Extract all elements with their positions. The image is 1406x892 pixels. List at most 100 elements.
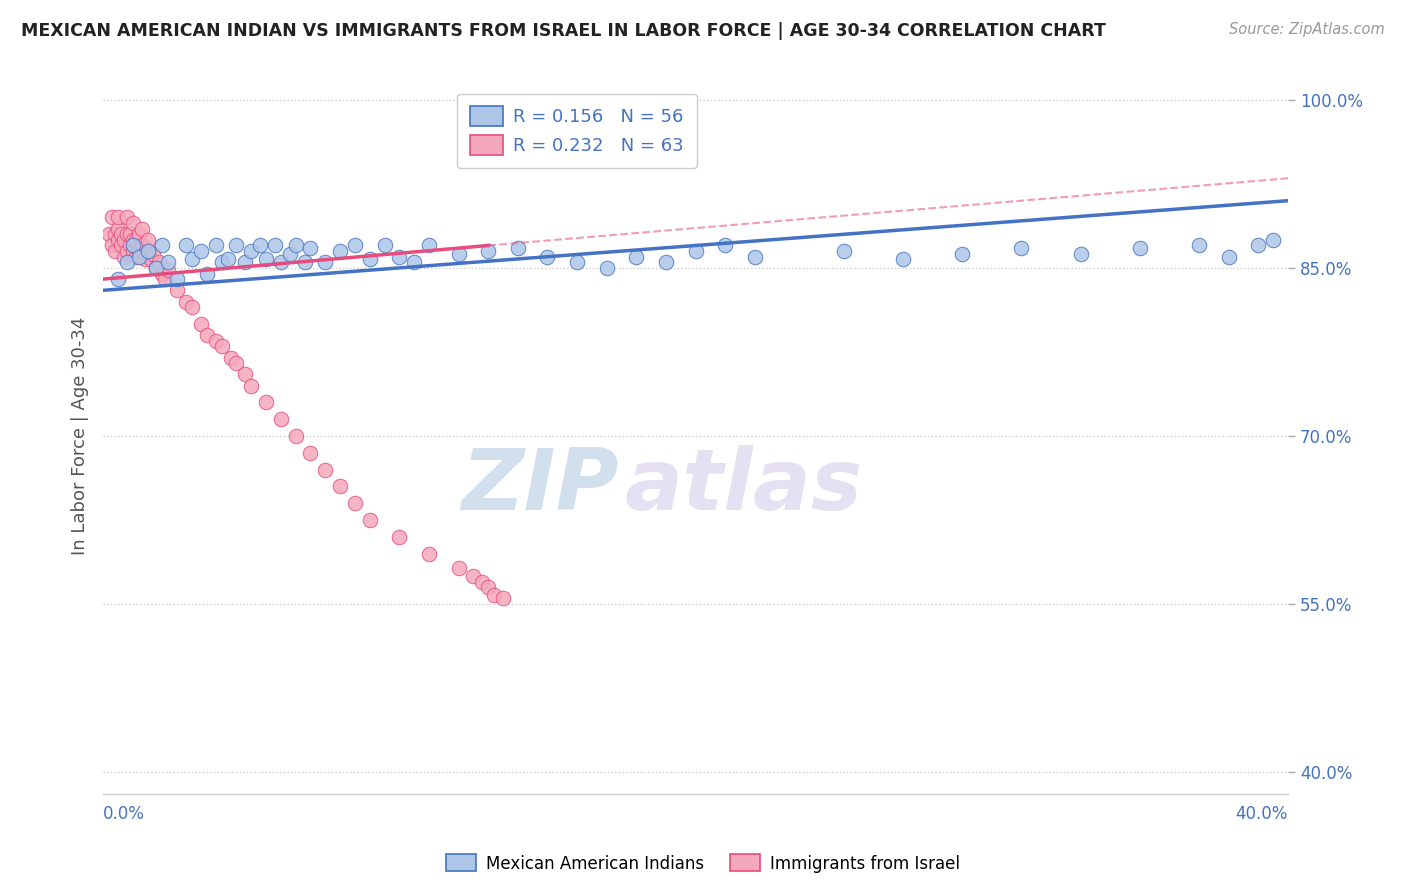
Point <box>115 211 138 225</box>
Point <box>270 412 292 426</box>
Point <box>418 238 440 252</box>
Point <box>181 300 204 314</box>
Point <box>134 252 156 266</box>
Point <box>118 227 141 242</box>
Text: atlas: atlas <box>624 444 863 528</box>
Point <box>744 250 766 264</box>
Point <box>145 260 167 275</box>
Point <box>388 530 411 544</box>
Point <box>190 244 212 259</box>
Point <box>181 252 204 266</box>
Point <box>1188 238 1211 252</box>
Point <box>121 244 143 259</box>
Text: ZIP: ZIP <box>461 444 619 528</box>
Point <box>166 272 188 286</box>
Point <box>294 255 316 269</box>
Point <box>148 255 170 269</box>
Y-axis label: In Labor Force | Age 30-34: In Labor Force | Age 30-34 <box>72 317 89 555</box>
Point <box>190 317 212 331</box>
Point <box>388 250 411 264</box>
Point <box>107 211 129 225</box>
Point <box>115 227 138 242</box>
Point <box>240 244 263 259</box>
Point <box>131 221 153 235</box>
Point <box>655 255 678 269</box>
Point <box>211 255 233 269</box>
Point <box>150 238 173 252</box>
Point <box>150 267 173 281</box>
Point <box>447 247 470 261</box>
Legend: Mexican American Indians, Immigrants from Israel: Mexican American Indians, Immigrants fro… <box>440 847 966 880</box>
Point <box>278 247 301 261</box>
Point <box>950 247 973 261</box>
Point <box>104 227 127 242</box>
Point <box>314 462 336 476</box>
Point <box>166 283 188 297</box>
Point <box>249 238 271 252</box>
Text: 40.0%: 40.0% <box>1236 805 1288 823</box>
Point <box>145 260 167 275</box>
Point <box>142 247 165 261</box>
Point <box>195 328 218 343</box>
Point <box>107 221 129 235</box>
Point <box>107 272 129 286</box>
Point <box>118 238 141 252</box>
Point <box>110 227 132 242</box>
Point <box>110 238 132 252</box>
Point <box>482 588 505 602</box>
Point <box>270 255 292 269</box>
Point <box>404 255 426 269</box>
Point <box>596 260 619 275</box>
Point <box>329 244 352 259</box>
Point <box>264 238 287 252</box>
Point <box>125 233 148 247</box>
Point <box>314 255 336 269</box>
Point <box>101 238 124 252</box>
Point <box>115 244 138 259</box>
Point <box>463 569 485 583</box>
Point <box>1218 250 1240 264</box>
Point <box>204 334 226 348</box>
Point <box>225 356 247 370</box>
Point <box>359 252 381 266</box>
Point <box>195 267 218 281</box>
Point <box>211 339 233 353</box>
Point <box>112 250 135 264</box>
Point <box>299 446 322 460</box>
Point <box>136 244 159 259</box>
Point <box>98 227 121 242</box>
Point <box>155 272 177 286</box>
Text: 0.0%: 0.0% <box>103 805 145 823</box>
Point <box>240 378 263 392</box>
Point <box>157 263 180 277</box>
Point <box>136 233 159 247</box>
Point <box>891 252 914 266</box>
Point <box>1247 238 1270 252</box>
Point <box>1129 241 1152 255</box>
Point <box>174 238 197 252</box>
Point <box>174 294 197 309</box>
Point <box>233 368 256 382</box>
Point <box>128 244 150 259</box>
Point <box>1263 233 1285 247</box>
Point <box>254 395 277 409</box>
Point <box>299 241 322 255</box>
Point <box>626 250 648 264</box>
Point <box>128 250 150 264</box>
Point <box>343 238 366 252</box>
Point <box>225 238 247 252</box>
Point <box>832 244 855 259</box>
Point <box>471 574 494 589</box>
Point <box>284 429 307 443</box>
Point <box>714 238 737 252</box>
Text: Source: ZipAtlas.com: Source: ZipAtlas.com <box>1229 22 1385 37</box>
Point <box>219 351 242 365</box>
Point <box>284 238 307 252</box>
Point <box>447 561 470 575</box>
Point <box>418 547 440 561</box>
Point <box>125 250 148 264</box>
Point <box>374 238 396 252</box>
Point <box>506 241 529 255</box>
Point <box>1070 247 1092 261</box>
Point <box>359 513 381 527</box>
